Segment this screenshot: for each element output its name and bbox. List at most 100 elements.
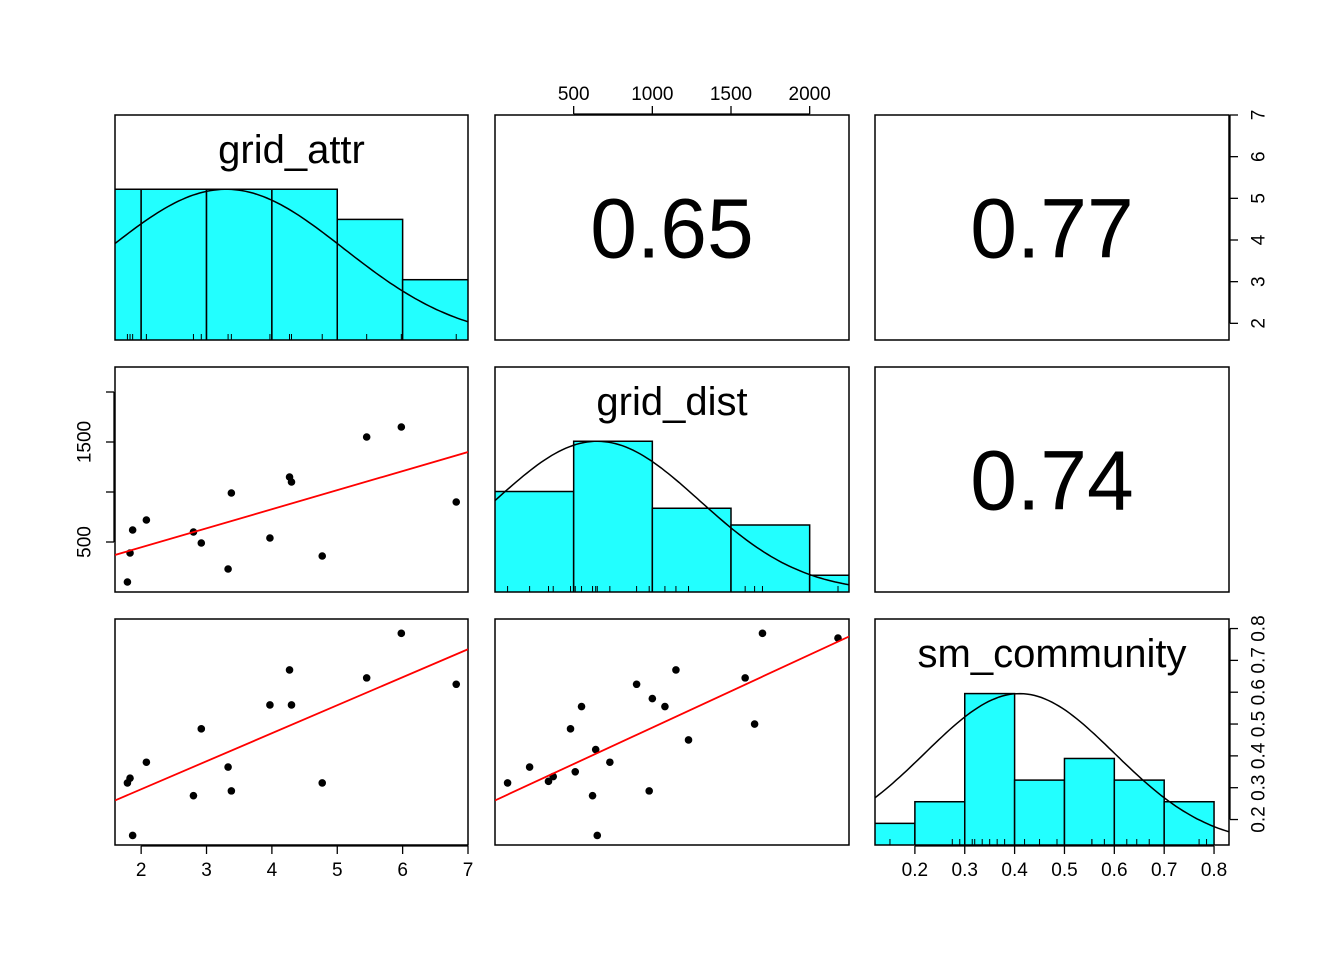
- panel-frame-0-1: [494, 114, 850, 341]
- scatter-point: [142, 516, 151, 524]
- tick-label: 2000: [789, 84, 831, 105]
- scatter-point: [397, 629, 406, 638]
- variable-name: grid_attr: [218, 128, 365, 172]
- tick-label: 0.3: [1249, 774, 1270, 800]
- scatter-grid_dist-sm_community: [495, 629, 849, 840]
- histogram-bar: [651, 507, 732, 592]
- tick-label: 4: [267, 860, 278, 881]
- scatter-point: [189, 791, 198, 800]
- tick-label: 1500: [75, 421, 96, 463]
- tick-label: 0.4: [1249, 742, 1270, 769]
- histogram-grid_attr: [115, 188, 468, 340]
- scatter-point: [632, 680, 641, 689]
- tick-label: 500: [75, 526, 96, 558]
- tick-label: 0.7: [1151, 860, 1177, 881]
- y-axis-sm_community: 0.2 0.3 0.4 0.5 0.6 0.7 0.8: [1229, 615, 1270, 833]
- scatter-point: [588, 791, 597, 800]
- scatter-point: [318, 552, 327, 560]
- scatter-point: [227, 787, 236, 795]
- scatter-point: [566, 725, 575, 733]
- histogram-bar: [140, 188, 208, 340]
- histogram-bar: [914, 800, 966, 845]
- scatter-point: [606, 758, 614, 767]
- scatter-point: [750, 720, 759, 728]
- tick-label: 0.3: [952, 860, 978, 881]
- correlation-value: 0.74: [970, 434, 1134, 528]
- scatter-point: [197, 725, 206, 733]
- tick-label: 500: [558, 84, 590, 105]
- scatter-point: [648, 694, 657, 703]
- tick-label: 4: [1249, 234, 1270, 245]
- histogram-bar: [963, 692, 1016, 845]
- density-curve: [875, 692, 1229, 833]
- panel-frame-2-0: [114, 618, 469, 846]
- regression-line: [495, 635, 849, 802]
- scatter-point: [142, 758, 151, 767]
- scatter-point: [452, 680, 461, 689]
- scatter-point: [397, 423, 406, 431]
- y-axis-grid_attr: 2 3 4 5 6 7: [1229, 110, 1270, 329]
- tick-label: 0.6: [1249, 679, 1270, 705]
- panel-frame-0-2: [874, 114, 1230, 341]
- scatter-point: [197, 539, 206, 547]
- histogram-bar: [1113, 779, 1165, 845]
- scatter-point: [593, 831, 602, 840]
- tick-label: 0.7: [1249, 647, 1270, 673]
- regression-line: [115, 451, 468, 556]
- correlation-value: 0.77: [970, 182, 1134, 276]
- scatter-point: [362, 674, 371, 682]
- tick-label: 0.6: [1101, 860, 1127, 881]
- x-axis-sm_community: 0.2 0.3 0.4 0.5 0.6 0.7 0.8: [902, 845, 1227, 881]
- tick-label: 0.8: [1249, 615, 1270, 641]
- tick-label: 3: [1249, 276, 1270, 287]
- histogram-bar: [115, 188, 142, 340]
- tick-label: 0.2: [902, 860, 928, 881]
- histogram-bar: [401, 278, 468, 340]
- scatter-point: [741, 674, 749, 682]
- tick-label: 1000: [631, 84, 673, 105]
- scatter-point: [591, 745, 600, 754]
- panel-frame-2-1: [494, 618, 850, 846]
- correlation-value: 0.65: [590, 182, 754, 276]
- scatter-point: [266, 701, 274, 709]
- panel-frame-1-0: [114, 366, 469, 593]
- scatter-point: [266, 534, 274, 542]
- y-axis-grid_dist: 500 1500: [75, 391, 115, 558]
- scatter-point: [503, 779, 512, 787]
- histogram-bar: [495, 490, 575, 592]
- panel-frame-1-2: [874, 366, 1230, 593]
- tick-label: 0.5: [1249, 711, 1270, 737]
- scatter-point: [362, 433, 371, 441]
- scatter-point: [645, 787, 653, 795]
- scatter-point: [128, 831, 137, 840]
- tick-label: 0.4: [1001, 860, 1028, 881]
- scatter-point: [525, 763, 534, 771]
- scatter-grid_attr-sm_community: [115, 629, 468, 840]
- tick-label: 2: [136, 860, 147, 881]
- tick-label: 5: [332, 860, 343, 881]
- tick-label: 2: [1249, 318, 1270, 329]
- scatter-point: [287, 478, 296, 486]
- density-curve: [115, 188, 468, 323]
- tick-label: 0.5: [1051, 860, 1077, 881]
- tick-label: 7: [463, 860, 474, 881]
- tick-label: 1500: [710, 84, 752, 105]
- tick-label: 6: [1249, 151, 1270, 162]
- scatter-point: [577, 702, 586, 711]
- scatter-point: [661, 702, 669, 711]
- scatter-point: [224, 565, 232, 573]
- histogram-bar: [1013, 779, 1066, 845]
- variable-name: grid_dist: [596, 380, 747, 424]
- scatter-point: [287, 701, 296, 709]
- histogram-bar: [336, 218, 404, 340]
- scatter-point: [318, 779, 327, 787]
- histogram-bar: [572, 440, 654, 592]
- scatter-grid_attr-grid_dist: [115, 423, 468, 586]
- regression-line: [115, 648, 468, 802]
- scatter-point: [285, 666, 294, 674]
- scatter-point: [544, 777, 553, 786]
- scatter-point: [227, 489, 236, 497]
- x-axis-grid_attr: 2 3 4 5 6 7: [136, 845, 474, 881]
- density-curve: [495, 440, 849, 586]
